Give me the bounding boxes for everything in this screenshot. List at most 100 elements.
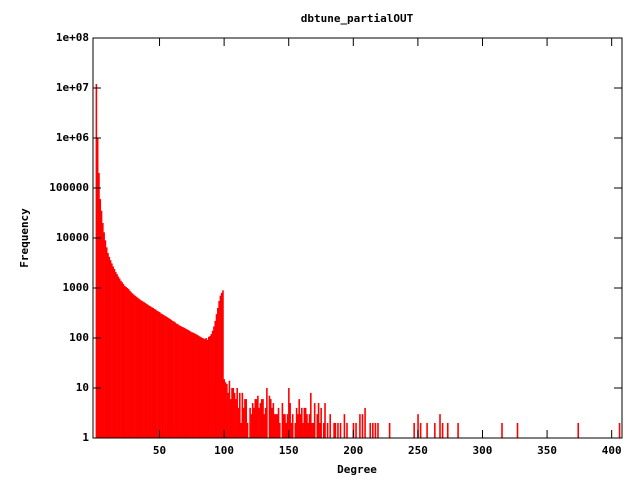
bar [182, 327, 184, 438]
bar [160, 313, 162, 438]
bar [195, 334, 197, 438]
bar [306, 414, 308, 438]
bar [122, 284, 125, 438]
bar [169, 318, 171, 438]
bar [253, 407, 255, 438]
bar [313, 403, 316, 438]
bar [282, 414, 285, 438]
bar [295, 407, 298, 438]
bar [310, 392, 312, 438]
bar [251, 403, 254, 438]
bar [439, 414, 441, 438]
bar [149, 306, 152, 438]
bar [316, 414, 319, 438]
bar [303, 407, 306, 438]
bar [164, 315, 166, 438]
bar [266, 388, 268, 438]
bar [326, 422, 329, 438]
bar [142, 301, 144, 438]
bar [133, 294, 135, 438]
bar [218, 300, 220, 438]
bar [170, 319, 173, 438]
bar [191, 332, 193, 438]
bar [618, 422, 621, 438]
bar [255, 399, 258, 438]
bar [276, 414, 279, 438]
bar [206, 339, 209, 438]
bar [236, 388, 238, 438]
bar [372, 422, 374, 438]
bar [152, 307, 155, 438]
x-tick-label: 350 [537, 444, 557, 457]
bar [129, 290, 131, 438]
bar [240, 422, 242, 438]
bar [180, 326, 183, 438]
bar [577, 422, 580, 438]
bar [179, 325, 182, 438]
bar [262, 399, 264, 438]
bar [271, 407, 273, 438]
bar [426, 422, 428, 438]
bar [209, 335, 211, 438]
x-tick-label: 300 [473, 444, 493, 457]
bar [103, 232, 105, 438]
bar [140, 300, 143, 438]
bar [127, 289, 130, 438]
x-axis-label: Degree [337, 463, 377, 476]
bar [346, 422, 348, 438]
x-tick-label: 100 [214, 444, 234, 457]
bar [307, 422, 310, 438]
bar [126, 288, 129, 438]
bar [277, 407, 280, 438]
bar [308, 414, 311, 438]
bar [233, 392, 236, 438]
bar [112, 266, 114, 438]
bar [297, 414, 299, 438]
bar [329, 414, 331, 438]
bar [207, 336, 210, 438]
bar [263, 414, 266, 438]
bar [215, 314, 218, 438]
bar [302, 422, 304, 438]
bar [304, 407, 307, 438]
bar [377, 422, 379, 438]
bar [229, 399, 232, 438]
bar [374, 422, 377, 438]
x-tick-label: 200 [343, 444, 363, 457]
bar [131, 293, 134, 438]
bar [183, 327, 186, 438]
bar [156, 310, 158, 438]
bar [173, 321, 175, 438]
bar [109, 260, 112, 438]
bar [288, 388, 290, 438]
y-tick-label: 10000 [56, 231, 89, 244]
bar [355, 422, 357, 438]
bar [311, 422, 313, 438]
bar [125, 286, 127, 438]
bar [214, 320, 217, 438]
bar [337, 422, 339, 438]
bar [130, 292, 133, 438]
bar [223, 379, 226, 438]
bar [219, 295, 222, 438]
bar [144, 303, 147, 438]
bar [339, 422, 342, 438]
bar [245, 399, 248, 438]
bar [217, 307, 219, 438]
bar [99, 199, 102, 438]
bar [113, 268, 116, 438]
bar [105, 247, 108, 438]
bar [198, 336, 201, 438]
y-tick-label: 1e+08 [56, 31, 89, 44]
bar [153, 309, 156, 438]
bar [158, 312, 161, 438]
bar [364, 407, 366, 438]
bar [343, 414, 346, 438]
bar [222, 290, 224, 438]
bar [184, 328, 187, 438]
bar [166, 317, 169, 438]
bar [143, 302, 145, 438]
bar [388, 422, 391, 438]
bar [171, 320, 174, 438]
bar [516, 422, 519, 438]
